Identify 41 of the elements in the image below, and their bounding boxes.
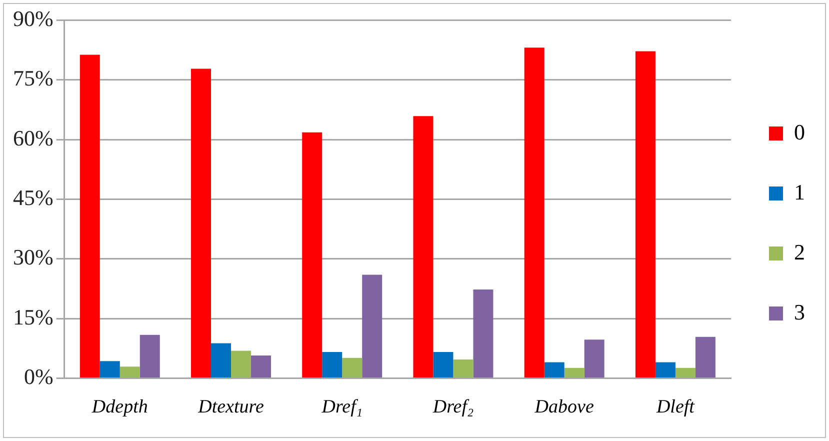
bar: [140, 334, 160, 378]
y-tick-label: 30%: [13, 244, 54, 270]
x-tick-label: Dabove: [534, 396, 594, 418]
bar: [655, 362, 676, 378]
y-tick-label: 75%: [13, 66, 54, 91]
bar: [230, 350, 251, 378]
y-tick-label: 60%: [13, 125, 54, 150]
bar: [250, 356, 271, 378]
y-tick-label: 0%: [24, 364, 54, 389]
bar: [362, 274, 382, 378]
bar: [635, 51, 656, 378]
y-tick-label: 90%: [13, 6, 54, 31]
x-tick-label: Dtexture: [197, 396, 264, 418]
bar: [80, 54, 100, 378]
bar: [433, 352, 454, 378]
bar: [342, 358, 362, 378]
bar: [190, 68, 211, 378]
bar: [473, 289, 494, 378]
bar: [302, 132, 322, 378]
bar: [675, 368, 696, 378]
bar: [413, 116, 434, 378]
bar: [524, 48, 544, 378]
x-tick-label: Dleft: [655, 396, 696, 418]
x-tick-label: Ddepth: [90, 396, 148, 418]
legend-label: 0: [794, 119, 805, 144]
x-tick-label: Dref₂: [432, 396, 474, 418]
bar: [584, 340, 604, 378]
x-tick-label: Dref₁: [320, 396, 362, 418]
y-tick-label: 15%: [13, 304, 54, 330]
bar: [564, 368, 584, 378]
bar: [210, 343, 231, 378]
legend-label: 1: [794, 179, 805, 204]
bar: [453, 360, 474, 378]
bar: [695, 336, 716, 378]
bar: [544, 362, 564, 378]
bar: [120, 366, 140, 378]
bar: [322, 352, 342, 378]
legend-label: 2: [794, 239, 805, 264]
y-tick-label: 45%: [13, 184, 54, 210]
legend-label: 3: [794, 299, 805, 324]
bar: [100, 361, 120, 378]
